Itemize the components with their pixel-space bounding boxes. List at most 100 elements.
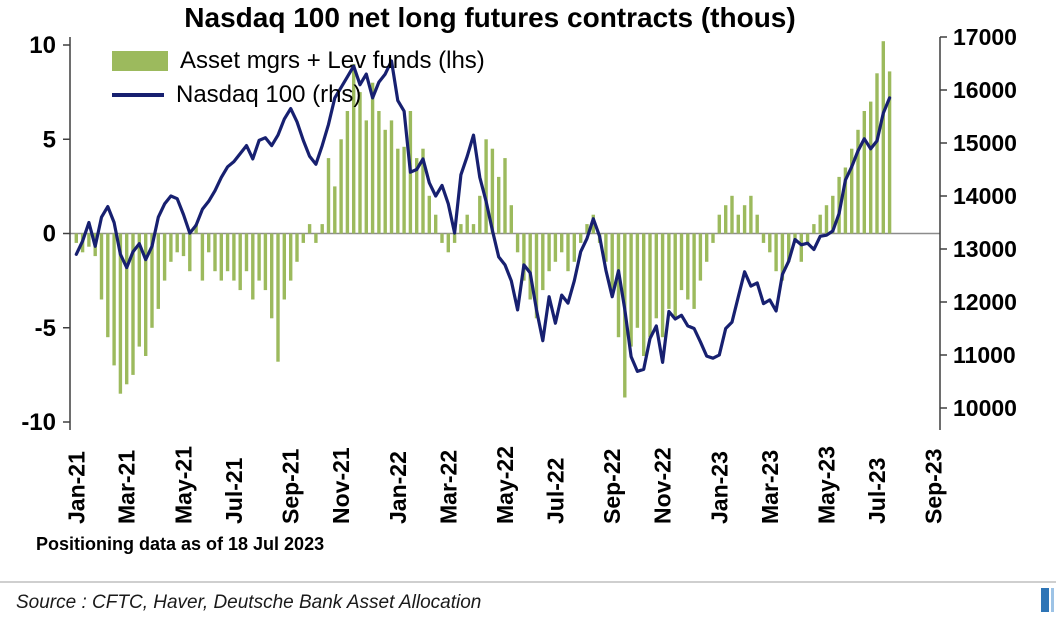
x-axis-tick-label: Jul-21 — [221, 457, 247, 524]
bar — [352, 63, 356, 234]
bar — [478, 195, 482, 234]
bar — [869, 101, 873, 234]
x-axis-tick-label: Jan-21 — [63, 451, 89, 524]
bar — [742, 205, 747, 234]
bar — [421, 148, 425, 234]
bar — [484, 139, 488, 234]
bar — [452, 233, 457, 243]
legend-swatch-line — [112, 93, 164, 97]
legend-label-bars: Asset mgrs + Lev funds (lhs) — [180, 47, 485, 74]
bar — [566, 233, 570, 272]
bar — [125, 233, 129, 385]
legend-item-line: Nasdaq 100 (rhs) — [112, 78, 485, 112]
bar — [175, 233, 179, 253]
bar — [698, 233, 703, 281]
x-axis-tick-label: Nov-22 — [650, 447, 676, 524]
chart-canvas: 10 5 0 -5 -10 17000 16000 15000 14000 13000 12000 1… — [21, 24, 1017, 524]
nasdaq-line — [74, 59, 892, 373]
x-axis-tick-label: Jul-22 — [542, 458, 568, 524]
bar — [188, 233, 192, 272]
bar — [440, 233, 444, 243]
bar — [724, 205, 728, 234]
bar — [799, 233, 803, 262]
chart-title: Nasdaq 100 net long futures contracts (t… — [184, 2, 796, 33]
bar — [515, 233, 520, 253]
bar — [106, 233, 110, 338]
bar — [780, 233, 785, 281]
bar — [673, 233, 677, 319]
bar — [730, 195, 734, 234]
left-axis-tick-label: -5 — [35, 315, 56, 342]
bar — [434, 214, 438, 234]
x-axis-tick-label: Sep-21 — [278, 448, 304, 524]
bar — [169, 233, 173, 262]
positioning-footnote: Positioning data as of 18 Jul 2023 — [36, 534, 325, 554]
bar — [755, 214, 759, 234]
left-axis-tick-label: 5 — [43, 126, 56, 153]
left-axis-tick-label: 10 — [29, 32, 56, 59]
bar — [761, 233, 766, 243]
bar — [616, 233, 621, 338]
bar — [547, 233, 551, 272]
bar — [194, 224, 198, 234]
bar — [320, 224, 324, 234]
x-axis-tick-label: Mar-22 — [435, 450, 461, 524]
x-axis-tick-label: Jul-23 — [864, 458, 890, 524]
legend-item-bars: Asset mgrs + Lev funds (lhs) — [112, 44, 485, 78]
bar — [345, 111, 350, 234]
bar — [654, 233, 658, 319]
bar — [818, 214, 822, 234]
bar — [118, 233, 123, 394]
bar — [642, 233, 646, 356]
left-axis-tick-label: 0 — [43, 221, 56, 248]
bar — [831, 195, 835, 234]
bar — [377, 111, 381, 234]
right-axis-tick-label: 10000 — [953, 395, 1017, 421]
bar — [181, 233, 186, 257]
bar — [156, 233, 160, 309]
bar — [509, 205, 513, 234]
bar — [282, 233, 286, 300]
bar — [295, 233, 299, 262]
bar — [263, 233, 268, 291]
bar — [824, 205, 829, 234]
bar — [150, 233, 154, 328]
bar — [238, 233, 242, 291]
right-axis-tick-label: 15000 — [953, 130, 1017, 156]
bar — [541, 233, 545, 291]
legend-swatch-bar — [112, 51, 168, 71]
db-logo-bar-dark — [1041, 588, 1049, 612]
bar — [131, 233, 135, 375]
bar — [667, 233, 671, 309]
bar — [560, 233, 564, 253]
bar — [74, 233, 78, 243]
bar — [358, 92, 362, 234]
bar — [749, 195, 753, 234]
bar — [591, 214, 595, 234]
bar — [402, 146, 406, 234]
x-axis-tick-label: May-22 — [492, 446, 518, 524]
bar — [490, 148, 495, 234]
x-axis-tick-label: Jan-22 — [385, 451, 411, 524]
db-logo-bar-light — [1051, 588, 1054, 612]
bar — [326, 158, 331, 234]
bar — [812, 224, 816, 234]
right-axis-tick-label: 14000 — [953, 183, 1017, 209]
right-axis-tick-label: 16000 — [953, 77, 1017, 103]
bar — [427, 195, 431, 234]
bar — [635, 233, 640, 328]
bar — [692, 233, 696, 309]
bar — [660, 233, 665, 338]
bar — [415, 158, 419, 234]
legend-label-line: Nasdaq 100 (rhs) — [176, 81, 362, 108]
bar — [648, 233, 652, 338]
db-logo — [1041, 588, 1054, 612]
bar — [396, 148, 400, 234]
bar — [887, 71, 892, 234]
right-axis-tick-label: 13000 — [953, 236, 1017, 262]
bar — [843, 167, 848, 234]
x-axis-tick-label: Jan-23 — [706, 451, 732, 524]
bar — [251, 233, 255, 300]
bar — [339, 139, 343, 234]
bar — [307, 224, 312, 234]
